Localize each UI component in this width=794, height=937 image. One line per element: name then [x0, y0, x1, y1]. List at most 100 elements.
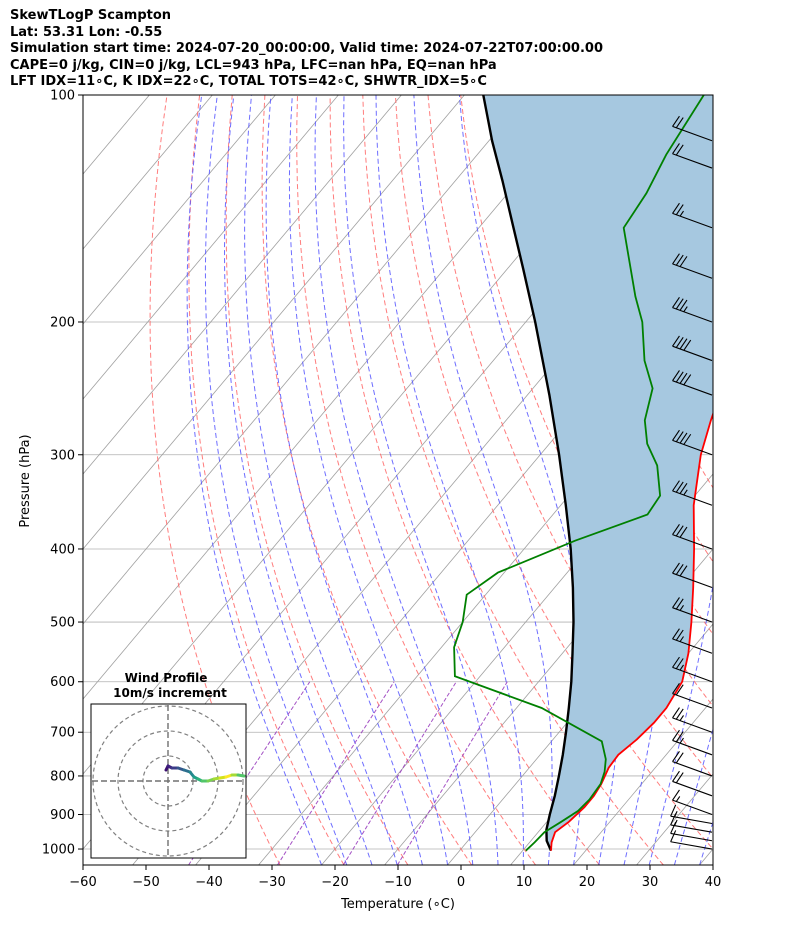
wind-barb-flag	[672, 729, 680, 741]
wind-barb-flag	[675, 336, 684, 348]
wind-barb	[672, 628, 713, 654]
wind-barb-staff	[672, 607, 713, 623]
x-tick-label: −30	[258, 875, 285, 890]
wind-barb	[672, 370, 713, 396]
y-tick-label: 500	[50, 616, 75, 631]
wind-barb-flag	[672, 562, 680, 574]
moist-adiabat	[223, 95, 373, 865]
wind-barb	[672, 656, 713, 683]
y-tick-label: 800	[50, 769, 75, 784]
wind-barb-half-flag	[679, 715, 684, 721]
wind-barb-flag	[675, 629, 684, 641]
wind-barb-flag	[672, 370, 680, 381]
wind-barb-flag	[675, 772, 684, 784]
title-indices-cape: CAPE=0 j/kg, CIN=0 j/kg, LCL=943 hPa, LF…	[10, 57, 497, 73]
wind-barb-staff	[672, 638, 713, 654]
wind-barb-flag	[672, 524, 680, 535]
x-tick-label: 30	[642, 875, 659, 890]
wind-barb-half-flag	[679, 664, 684, 671]
dry-adiabat	[362, 95, 664, 865]
wind-barb-flag	[672, 751, 680, 762]
isotherm-gridline	[83, 95, 402, 475]
wind-barb-flag	[670, 830, 677, 842]
chart-header: SkewTLogP Scampton Lat: 53.31 Lon: -0.55…	[10, 8, 603, 91]
wind-barb-flag	[675, 481, 684, 493]
wind-barb-flag	[675, 752, 684, 764]
wind-barb-flag	[679, 299, 688, 311]
isotherm-gridline	[83, 95, 339, 400]
moist-adiabat	[375, 95, 524, 865]
x-axis-label: Temperature (∘C)	[340, 897, 455, 912]
wind-barb-flag	[672, 480, 680, 492]
y-tick-label: 400	[50, 542, 75, 557]
y-tick-label: 100	[50, 89, 75, 104]
wind-barb-flag	[679, 338, 688, 350]
title-indices-lifted: LFT IDX=11∘C, K IDX=22∘C, TOTAL TOTS=42∘…	[10, 74, 487, 89]
wind-barb-half-flag	[679, 604, 684, 611]
wind-barb-flag	[675, 144, 684, 156]
y-axis: 100 200 300 400 500 600 700 800 900 1000	[42, 89, 83, 858]
wind-barb-flag	[679, 256, 688, 267]
x-tick-label: 10	[516, 875, 533, 890]
moist-adiabat	[458, 95, 587, 865]
title-times: Simulation start time: 2024-07-20_00:00:…	[10, 41, 603, 56]
x-tick-label: −40	[195, 875, 222, 890]
wind-barb-staff	[670, 832, 713, 842]
moist-adiabat	[648, 95, 713, 865]
wind-barb	[672, 751, 713, 777]
wind-barb-half-flag	[675, 796, 681, 802]
isotherm-gridline	[83, 95, 213, 250]
moist-adiabat	[244, 95, 398, 865]
wind-barb	[672, 597, 713, 623]
x-tick-label: −10	[384, 875, 411, 890]
wind-barb-staff	[672, 153, 713, 169]
wind-barb-staff	[670, 841, 713, 850]
wind-barb-flag	[672, 683, 680, 694]
isotherm-gridline	[83, 95, 591, 700]
wind-barb	[672, 789, 713, 816]
wind-barb-half-flag	[683, 306, 688, 313]
title-latlon: Lat: 53.31 Lon: -0.55	[10, 24, 163, 40]
wind-barb	[672, 429, 713, 456]
wind-barb-flag	[675, 525, 684, 537]
wind-barb	[670, 830, 713, 850]
series-lines	[453, 95, 713, 852]
cape-region	[483, 95, 713, 851]
wind-barb-half-flag	[679, 210, 684, 217]
wind-barb-staff	[672, 761, 713, 777]
dewpoint-line	[453, 95, 705, 852]
hodograph-subtitle: 10m/s increment	[113, 686, 227, 700]
wind-barb-staff	[670, 824, 713, 833]
temperature-line	[550, 411, 713, 851]
wind-barb-flag	[672, 297, 680, 308]
wind-barb-staff	[672, 666, 713, 683]
dry-adiabat	[149, 95, 281, 865]
y-axis-label: Pressure (hPa)	[18, 434, 33, 527]
moist-adiabat	[288, 95, 449, 865]
x-axis: −60 −50 −40 −30 −20 −10 0 10 20 30 40	[69, 865, 721, 890]
wind-barb	[672, 770, 713, 797]
wind-barb-flag	[672, 770, 680, 782]
wind-barb-staff	[672, 780, 713, 797]
wind-barb	[672, 335, 713, 362]
isotherm-gridline	[83, 95, 465, 550]
moist-adiabat	[265, 95, 423, 865]
wind-barb	[672, 480, 713, 506]
isotherm-gridline	[447, 548, 713, 865]
wind-barb	[672, 143, 713, 169]
dry-adiabat	[754, 95, 794, 865]
wind-barb-flag	[675, 254, 684, 266]
wind-barb-flag	[675, 371, 684, 383]
wind-barb-flag	[672, 707, 680, 719]
wind-barb-flag	[683, 339, 692, 351]
dry-adiabat	[460, 95, 713, 707]
wind-barb	[672, 707, 713, 733]
wind-barb-flag	[672, 789, 680, 801]
wind-barb-staff	[672, 380, 713, 396]
wind-barb-flag	[670, 804, 677, 817]
hodograph: Wind Profile 10m/s increment	[90, 671, 247, 859]
wind-barb	[670, 804, 713, 825]
moist-adiabat	[343, 95, 499, 865]
wind-barb-flag	[672, 597, 680, 608]
